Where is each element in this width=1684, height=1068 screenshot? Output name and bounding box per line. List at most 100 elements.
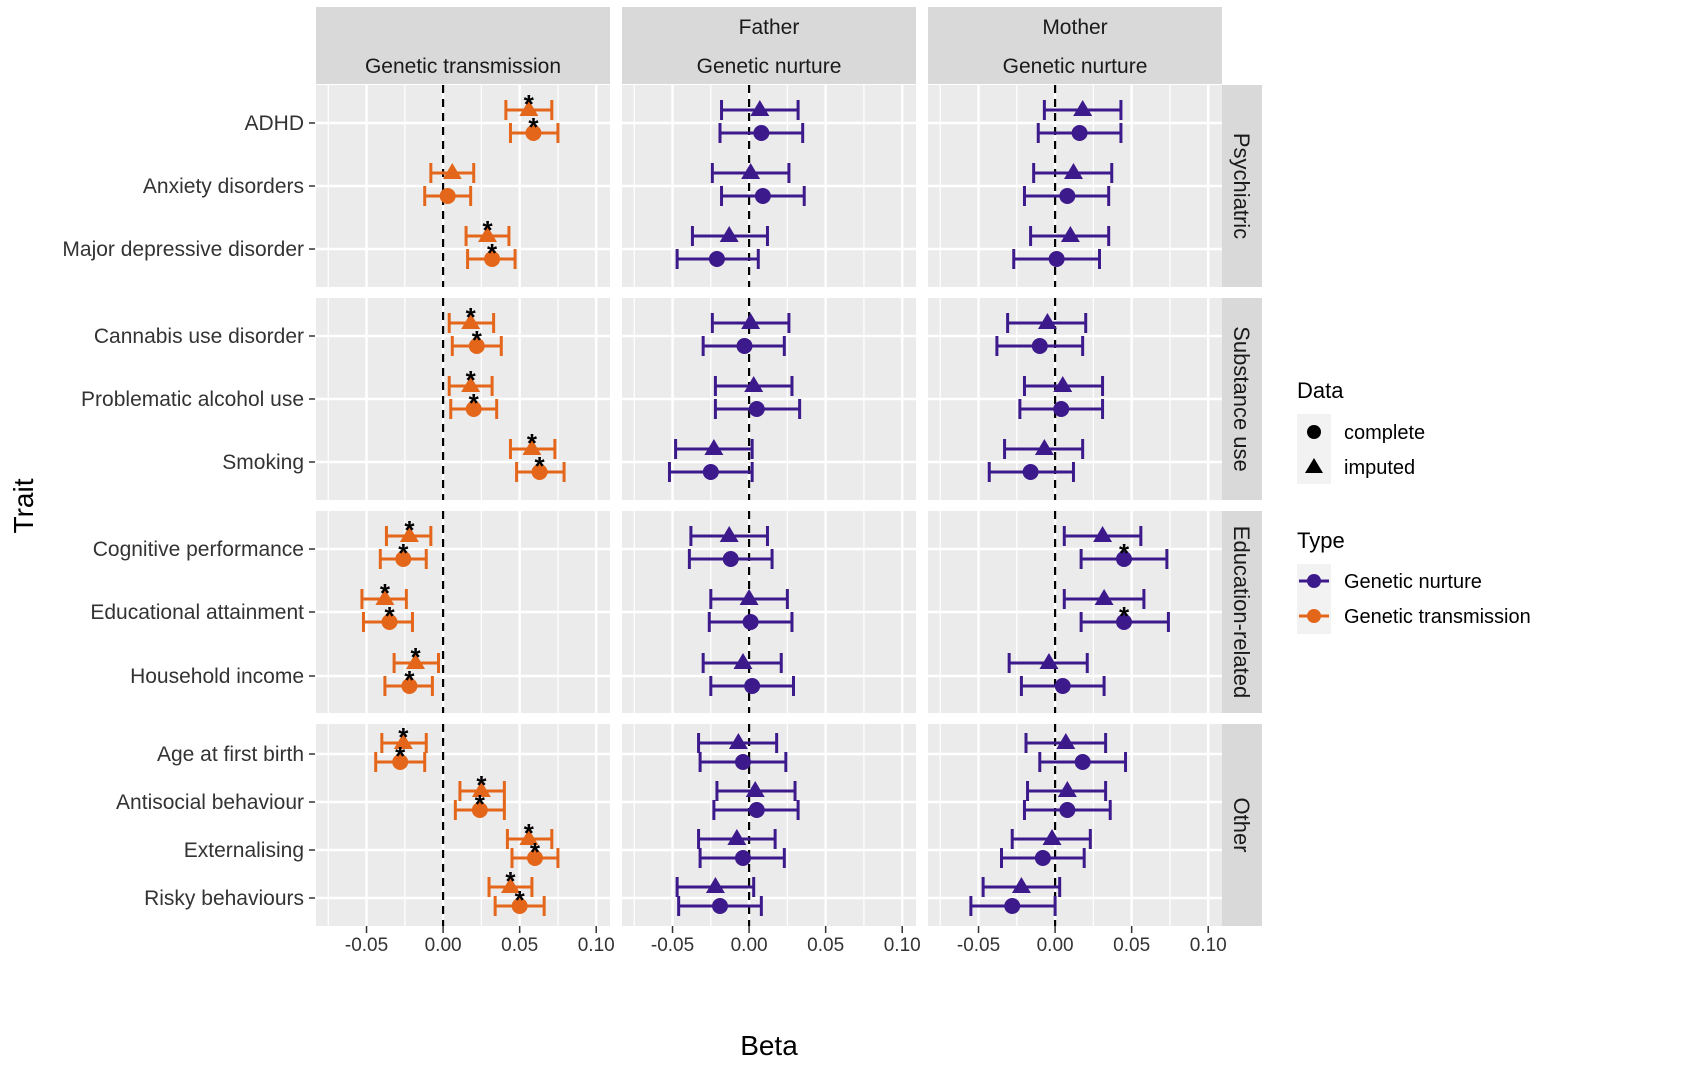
estimate-complete: *	[361, 601, 414, 632]
estimate-imputed	[697, 829, 777, 849]
significance-asterisk: *	[1119, 538, 1130, 568]
strip-background	[1222, 511, 1262, 713]
legend-point-icon	[1307, 574, 1321, 588]
estimate-imputed	[1006, 313, 1088, 333]
x-tick-label: 0.00	[731, 935, 768, 956]
row-strip-3: Other	[1222, 724, 1262, 926]
estimate-complete	[713, 399, 802, 419]
significance-asterisk: *	[535, 451, 546, 481]
legend-title: Data	[1297, 378, 1344, 403]
point-triangle	[519, 100, 539, 116]
point-circle	[708, 251, 725, 267]
x-tick-label: 0.10	[1190, 935, 1227, 956]
significance-asterisk: *	[475, 789, 486, 819]
point-circle	[736, 338, 753, 354]
panel-mother-1	[928, 298, 1222, 500]
estimate-complete: *	[383, 665, 434, 696]
panel-father-1	[622, 298, 916, 500]
estimate-complete: *	[449, 388, 499, 419]
significance-asterisk: *	[524, 89, 535, 119]
estimate-imputed: *	[458, 770, 506, 801]
x-tick-label: -0.05	[957, 935, 1000, 956]
panel-mother-3	[928, 724, 1222, 926]
significance-asterisk: *	[476, 770, 487, 800]
legend-triangle-icon	[1305, 458, 1323, 473]
point-triangle	[399, 526, 419, 542]
estimate-imputed: *	[392, 642, 440, 673]
significance-asterisk: *	[466, 365, 477, 395]
point-circle	[1074, 754, 1091, 770]
point-circle	[1048, 251, 1065, 267]
x-tick-label: 0.10	[884, 935, 921, 956]
significance-asterisk: *	[487, 238, 498, 268]
significance-asterisk: *	[530, 837, 541, 867]
estimate-complete	[1018, 399, 1105, 419]
row-strip-2: Education-related	[1222, 511, 1262, 713]
estimate-complete	[969, 896, 1057, 916]
estimate-imputed	[710, 163, 791, 183]
point-circle	[1022, 464, 1039, 480]
x-tick-label: 0.05	[501, 935, 538, 956]
estimate-complete	[1000, 848, 1086, 868]
estimate-complete	[1022, 186, 1111, 206]
panel-mother-2	[928, 511, 1222, 713]
strip-background	[1222, 298, 1262, 500]
estimate-imputed: *	[508, 428, 557, 459]
panel-gt-1	[316, 298, 610, 500]
panel-gt-0	[316, 85, 610, 287]
point-triangle	[461, 376, 481, 392]
legend-key-background	[1297, 414, 1331, 484]
estimate-imputed: *	[384, 515, 433, 546]
estimate-complete	[701, 336, 786, 356]
estimate-imputed: *	[447, 302, 496, 333]
estimate-complete	[698, 848, 786, 868]
estimate-imputed	[1007, 653, 1089, 673]
x-tick-label: 0.05	[807, 935, 844, 956]
point-triangle	[1056, 733, 1076, 749]
estimate-imputed	[715, 781, 797, 801]
estimate-complete: *	[450, 325, 503, 356]
significance-asterisk: *	[528, 112, 539, 142]
point-triangle	[705, 877, 725, 893]
point-circle	[1071, 125, 1088, 141]
estimate-complete	[1022, 800, 1112, 820]
point-circle	[1116, 614, 1132, 630]
point-triangle	[728, 733, 748, 749]
trait-label: ADHD	[244, 112, 304, 135]
point-circle	[484, 251, 501, 267]
estimate-complete	[423, 186, 473, 206]
data-marks: **************************	[360, 89, 1170, 916]
trait-label: Problematic alcohol use	[81, 388, 304, 411]
point-triangle	[393, 733, 413, 749]
trait-label: Externalising	[184, 839, 304, 862]
estimate-imputed	[429, 163, 476, 183]
point-circle	[748, 802, 765, 818]
strip-label-type: Genetic nurture	[697, 55, 842, 78]
point-circle	[465, 401, 482, 417]
legend-point-icon	[1307, 609, 1321, 623]
point-circle	[395, 551, 412, 567]
estimate-imputed: *	[487, 866, 534, 897]
row-strip-label: Substance use	[1229, 326, 1254, 472]
point-circle	[401, 678, 418, 694]
estimate-imputed	[1026, 781, 1108, 801]
estimate-complete	[675, 249, 760, 269]
estimate-imputed	[1022, 376, 1105, 396]
facet-strips: Genetic transmission Father Genetic nurtur…	[316, 7, 1262, 926]
point-triangle	[1060, 226, 1080, 242]
point-circle	[1054, 678, 1071, 694]
point-circle	[748, 401, 765, 417]
estimate-imputed	[709, 589, 789, 609]
point-circle	[1059, 188, 1076, 204]
estimate-complete	[698, 752, 788, 772]
strip-label-type: Genetic transmission	[365, 55, 561, 78]
estimate-imputed	[981, 877, 1062, 897]
significance-asterisk: *	[404, 665, 415, 695]
significance-asterisk: *	[515, 885, 526, 915]
estimate-complete	[712, 800, 800, 820]
column-strip-father: Father Genetic nurture	[622, 7, 916, 84]
estimate-complete	[718, 123, 805, 143]
estimate-imputed	[1042, 100, 1123, 120]
estimate-complete: *	[466, 238, 517, 269]
